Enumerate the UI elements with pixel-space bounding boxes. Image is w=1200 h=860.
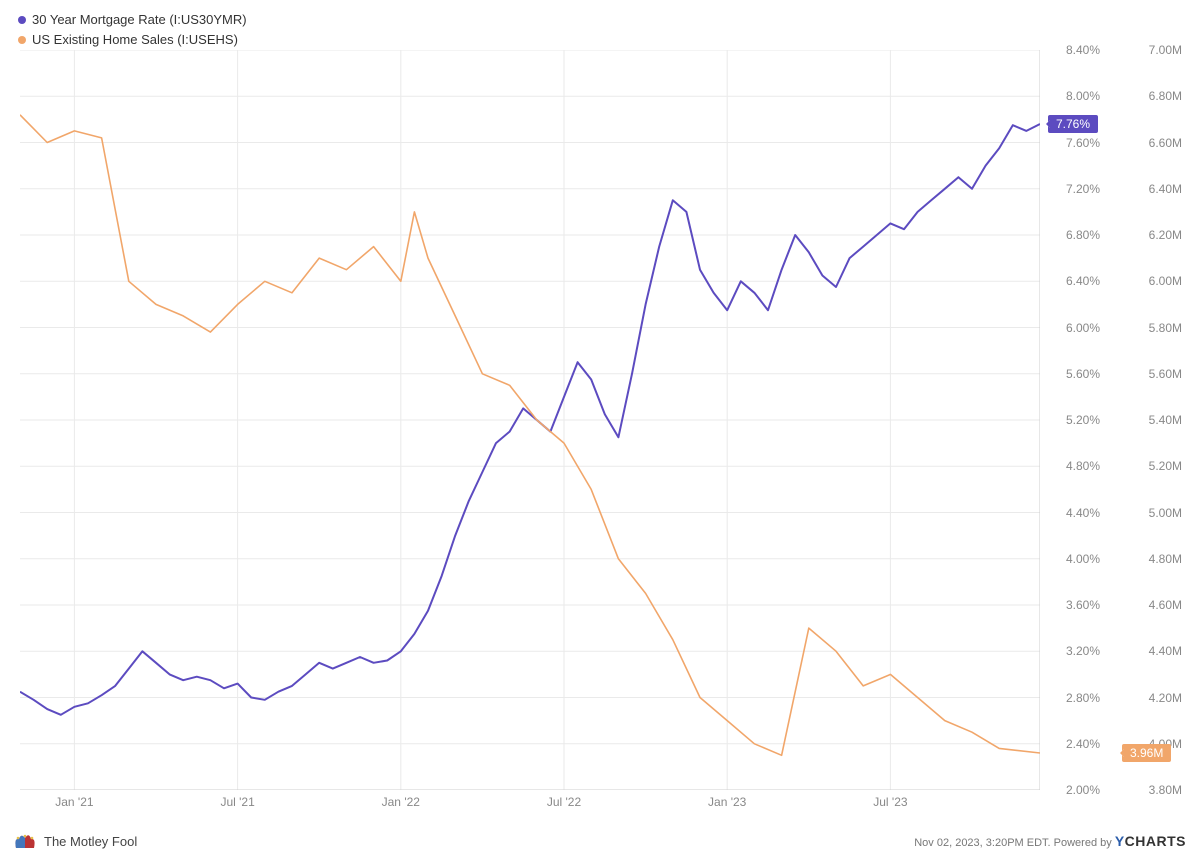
y-right-tick: 5.20M <box>1149 459 1182 473</box>
y-axis-right: 3.80M4.00M4.20M4.40M4.60M4.80M5.00M5.20M… <box>1122 50 1182 790</box>
jester-hat-icon <box>12 830 38 852</box>
y-left-tick: 4.00% <box>1066 552 1100 566</box>
y-left-tick: 6.40% <box>1066 274 1100 288</box>
y-right-tick: 4.40M <box>1149 644 1182 658</box>
x-tick: Jan '21 <box>55 795 93 809</box>
x-tick: Jul '21 <box>220 795 254 809</box>
legend-label: 30 Year Mortgage Rate (I:US30YMR) <box>32 10 247 30</box>
legend-dot <box>18 36 26 44</box>
y-left-tick: 7.20% <box>1066 182 1100 196</box>
x-tick: Jul '22 <box>547 795 581 809</box>
y-left-tick: 6.80% <box>1066 228 1100 242</box>
y-left-tick: 4.80% <box>1066 459 1100 473</box>
y-right-tick: 5.80M <box>1149 321 1182 335</box>
ycharts-logo: YCHARTS <box>1115 833 1186 849</box>
y-right-tick: 4.20M <box>1149 691 1182 705</box>
x-tick: Jan '22 <box>382 795 420 809</box>
y-right-tick: 5.40M <box>1149 413 1182 427</box>
y-right-tick: 3.80M <box>1149 783 1182 797</box>
legend-item-home-sales: US Existing Home Sales (I:USEHS) <box>18 30 247 50</box>
y-right-tick: 4.60M <box>1149 598 1182 612</box>
y-left-tick: 8.40% <box>1066 43 1100 57</box>
footer: The Motley Fool Nov 02, 2023, 3:20PM EDT… <box>12 830 1186 852</box>
y-left-tick: 7.60% <box>1066 136 1100 150</box>
y-axis-left: 2.00%2.40%2.80%3.20%3.60%4.00%4.40%4.80%… <box>1048 50 1100 790</box>
series-line <box>20 124 1040 715</box>
y-right-tick: 7.00M <box>1149 43 1182 57</box>
series-line <box>20 115 1040 756</box>
y-left-tick: 6.00% <box>1066 321 1100 335</box>
y-left-tick: 3.60% <box>1066 598 1100 612</box>
y-left-tick: 5.60% <box>1066 367 1100 381</box>
footer-right: Nov 02, 2023, 3:20PM EDT. Powered by YCH… <box>914 833 1186 849</box>
y-right-tick: 4.80M <box>1149 552 1182 566</box>
brand-left: The Motley Fool <box>12 830 137 852</box>
y-left-tick: 2.80% <box>1066 691 1100 705</box>
chart-container: 30 Year Mortgage Rate (I:US30YMR) US Exi… <box>0 0 1200 860</box>
value-callout: 7.76% <box>1048 115 1098 133</box>
y-left-tick: 2.00% <box>1066 783 1100 797</box>
powered-by-prefix: Powered by <box>1054 837 1115 849</box>
y-left-tick: 5.20% <box>1066 413 1100 427</box>
y-right-tick: 5.60M <box>1149 367 1182 381</box>
y-left-tick: 3.20% <box>1066 644 1100 658</box>
y-left-tick: 8.00% <box>1066 89 1100 103</box>
value-callout: 3.96M <box>1122 744 1171 762</box>
legend-label: US Existing Home Sales (I:USEHS) <box>32 30 238 50</box>
y-right-tick: 5.00M <box>1149 506 1182 520</box>
y-left-tick: 4.40% <box>1066 506 1100 520</box>
brand-left-text: The Motley Fool <box>44 834 137 849</box>
legend-item-mortgage: 30 Year Mortgage Rate (I:US30YMR) <box>18 10 247 30</box>
x-axis: Jan '21 Jul '21 Jan '22 Jul '22 Jan '23 Jul '… <box>20 795 1040 815</box>
legend: 30 Year Mortgage Rate (I:US30YMR) US Exi… <box>18 10 247 50</box>
legend-dot <box>18 16 26 24</box>
plot-area <box>20 50 1040 790</box>
series-layer <box>20 50 1040 790</box>
callout-arrow <box>1042 120 1050 128</box>
y-right-tick: 6.40M <box>1149 182 1182 196</box>
y-right-tick: 6.60M <box>1149 136 1182 150</box>
callout-arrow <box>1116 749 1124 757</box>
y-right-tick: 6.00M <box>1149 274 1182 288</box>
y-right-tick: 6.80M <box>1149 89 1182 103</box>
timestamp: Nov 02, 2023, 3:20PM EDT. <box>914 837 1050 849</box>
x-tick: Jan '23 <box>708 795 746 809</box>
x-tick: Jul '23 <box>873 795 907 809</box>
y-left-tick: 2.40% <box>1066 737 1100 751</box>
y-right-tick: 6.20M <box>1149 228 1182 242</box>
